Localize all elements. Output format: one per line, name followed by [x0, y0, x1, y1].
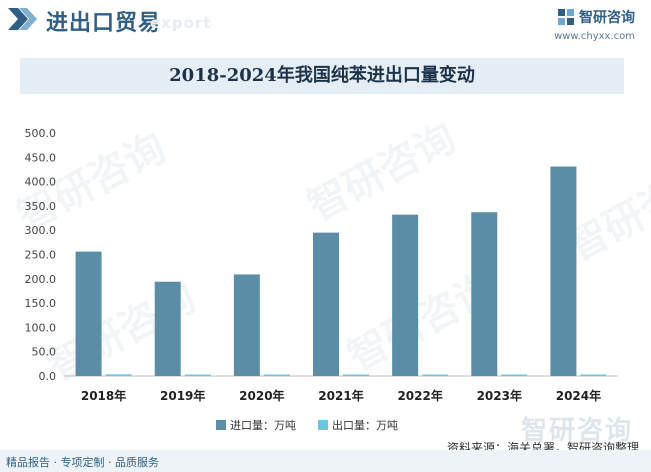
bar-import: [550, 166, 577, 376]
bar-export: [263, 374, 290, 376]
bar-export: [580, 374, 607, 376]
y-tick-label: 100.0: [25, 321, 57, 334]
y-tick-label: 450.0: [25, 151, 57, 164]
legend-item-export: 出口量：万吨: [318, 417, 398, 433]
section-subtitle: export: [150, 14, 212, 32]
brand-logo: 智研咨询: [557, 7, 635, 27]
bar-chart: 0.0 50.0 100.0 150.0 200.0 250.0 300.0 350.0 400…: [25, 127, 618, 403]
y-tick-label: 500.0: [25, 127, 57, 140]
chart-legend: 进口量：万吨 出口量：万吨: [216, 417, 420, 433]
legend-label-export: 出口量：万吨: [332, 419, 398, 432]
y-tick-label: 400.0: [25, 176, 57, 189]
chart-title: 2018-2024年我国纯苯进出口量变动: [169, 65, 475, 86]
x-tick-label: 2021年: [318, 388, 363, 403]
y-tick-label: 300.0: [25, 224, 57, 237]
legend-swatch-import: [216, 420, 226, 430]
bar-import: [233, 274, 260, 376]
x-tick-label: 2019年: [160, 388, 205, 403]
bar-export: [343, 374, 369, 376]
brand-name: 智研咨询: [579, 10, 635, 26]
bar-export: [184, 374, 211, 376]
x-tick-label: 2024年: [556, 388, 601, 403]
footer-bar: 智研咨询 精品报告 · 专项定制 · 品质服务: [0, 416, 651, 472]
header-bar: 进出口贸易 export 智研咨询 www.chyxx.com: [0, 0, 651, 44]
bar-export: [105, 374, 132, 376]
brand-mark-icon: [558, 9, 574, 25]
y-tick-label: 50.0: [32, 346, 57, 359]
double-arrow-icon: [8, 8, 37, 30]
y-tick-label: 0.0: [39, 370, 57, 383]
bar-import: [392, 214, 419, 376]
brand-url: www.chyxx.com: [554, 31, 635, 42]
bar-import: [75, 251, 102, 376]
y-tick-label: 350.0: [25, 200, 57, 213]
footer-slogan: 精品报告 · 专项定制 · 品质服务: [6, 456, 159, 469]
y-tick-label: 200.0: [25, 273, 57, 286]
footer-watermark: 智研咨询: [520, 416, 633, 446]
legend-item-import: 进口量：万吨: [216, 417, 296, 433]
section-title: 进出口贸易: [46, 11, 162, 36]
x-tick-label: 2022年: [397, 388, 442, 403]
bar-import: [154, 281, 181, 376]
bar-import: [313, 232, 339, 376]
legend-swatch-export: [318, 420, 328, 430]
bar-export: [501, 374, 528, 376]
chart-title-box: 2018-2024年我国纯苯进出口量变动: [20, 58, 624, 94]
x-tick-label: 2020年: [239, 388, 284, 403]
x-tick-label: 2018年: [81, 388, 126, 403]
y-tick-label: 150.0: [25, 297, 57, 310]
legend-label-import: 进口量：万吨: [230, 419, 296, 432]
bar-export: [422, 374, 449, 376]
bar-import: [471, 212, 498, 376]
x-tick-label: 2023年: [477, 388, 522, 403]
y-tick-label: 250.0: [25, 249, 57, 262]
